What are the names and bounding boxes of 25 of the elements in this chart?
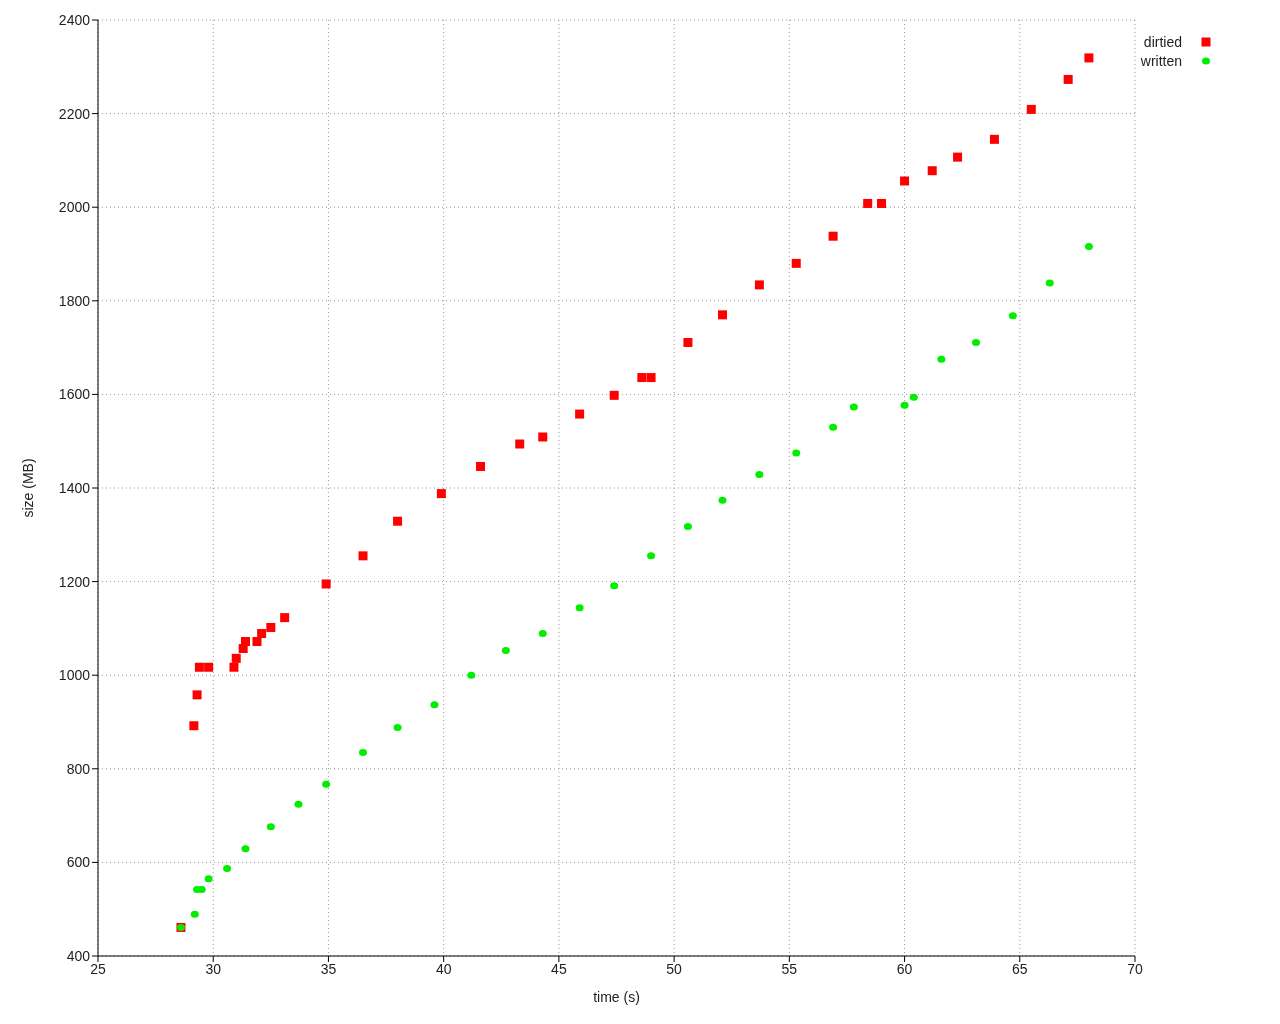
y-tick-label: 2200 (58, 105, 91, 122)
legend-label: dirtied (1143, 33, 1182, 50)
y-tick-label: 1200 (58, 573, 91, 590)
y-tick-label: 1400 (58, 479, 91, 496)
x-tick-label: 40 (435, 960, 452, 977)
x-tick-label: 55 (781, 960, 798, 977)
x-tick-label: 35 (320, 960, 337, 977)
y-tick-label: 1600 (58, 386, 91, 403)
y-tick-label: 2400 (58, 11, 91, 28)
x-tick-label: 50 (666, 960, 683, 977)
y-axis-title: size (MB) (19, 458, 36, 518)
x-tick-label: 30 (205, 960, 222, 977)
x-tick-label: 65 (1011, 960, 1028, 977)
y-tick-label: 1800 (58, 292, 91, 309)
x-axis-title: time (s) (593, 989, 640, 1005)
y-tick-label: 2000 (58, 199, 91, 216)
x-tick-label: 70 (1127, 960, 1143, 977)
y-tick-label: 800 (66, 760, 91, 777)
legend-label: written (1140, 52, 1182, 69)
y-tick-label: 400 (66, 947, 91, 964)
x-tick-label: 25 (90, 960, 106, 977)
y-tick-label: 600 (66, 854, 91, 871)
x-tick-label: 45 (551, 960, 567, 977)
y-tick-label: 1000 (58, 667, 91, 684)
x-tick-label: 60 (896, 960, 913, 977)
